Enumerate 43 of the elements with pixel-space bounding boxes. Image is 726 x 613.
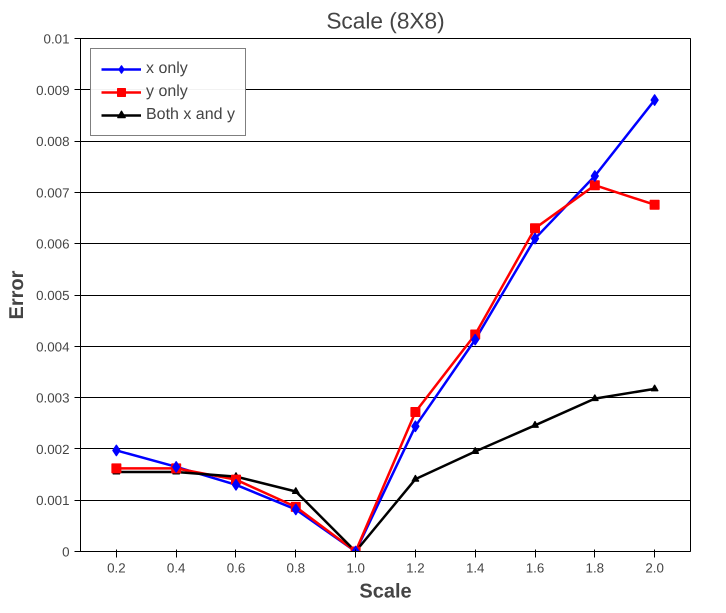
point — [650, 384, 659, 392]
x-tick-label: 1.0 — [346, 560, 365, 576]
legend-label: x only — [146, 60, 188, 78]
x-tick-label: 0.8 — [286, 560, 306, 576]
x-tick-label: 2.0 — [645, 560, 664, 576]
chart-title: Scale (8X8) — [326, 8, 445, 34]
point — [530, 223, 540, 234]
legend-label: y only — [146, 83, 188, 101]
y-tick-label: 0.007 — [36, 185, 70, 200]
y-tick-label: 0.002 — [36, 442, 70, 457]
point — [232, 478, 240, 491]
x-tick-label: 0.6 — [226, 560, 246, 576]
x-tick-label: 1.4 — [466, 560, 486, 576]
point — [650, 200, 660, 210]
point — [650, 94, 659, 106]
x-tick-label: 0.2 — [107, 560, 126, 576]
x-tick-label: 0.4 — [166, 560, 186, 576]
point — [292, 486, 300, 494]
point — [411, 420, 420, 432]
point — [411, 474, 420, 482]
point — [112, 444, 121, 456]
y-tick-label: 0.001 — [36, 493, 70, 508]
x-axis-title: Scale — [359, 580, 412, 602]
point — [410, 406, 420, 417]
y-tick-label: 0.008 — [36, 134, 70, 150]
point — [590, 394, 599, 402]
legend-label: Both x and y — [146, 106, 235, 124]
y-tick-label: 0.005 — [36, 288, 70, 303]
x-tick-label: 1.6 — [526, 560, 544, 576]
point — [590, 180, 600, 190]
x-tick-label: 1.2 — [406, 560, 425, 576]
y-tick-label: 0.009 — [36, 82, 70, 98]
y-tick-label: 0.004 — [36, 339, 70, 354]
point — [531, 420, 540, 428]
point — [471, 446, 480, 454]
x-tick-label: 1.8 — [586, 560, 604, 576]
y-tick-label: 0.006 — [36, 236, 70, 252]
point — [111, 463, 122, 474]
y-axis-title: Error — [6, 270, 28, 320]
y-tick-label: 0.01 — [44, 32, 70, 46]
y-tick-label: 0.003 — [36, 390, 70, 406]
y-tick-label: 0 — [62, 544, 70, 560]
point — [530, 232, 540, 245]
